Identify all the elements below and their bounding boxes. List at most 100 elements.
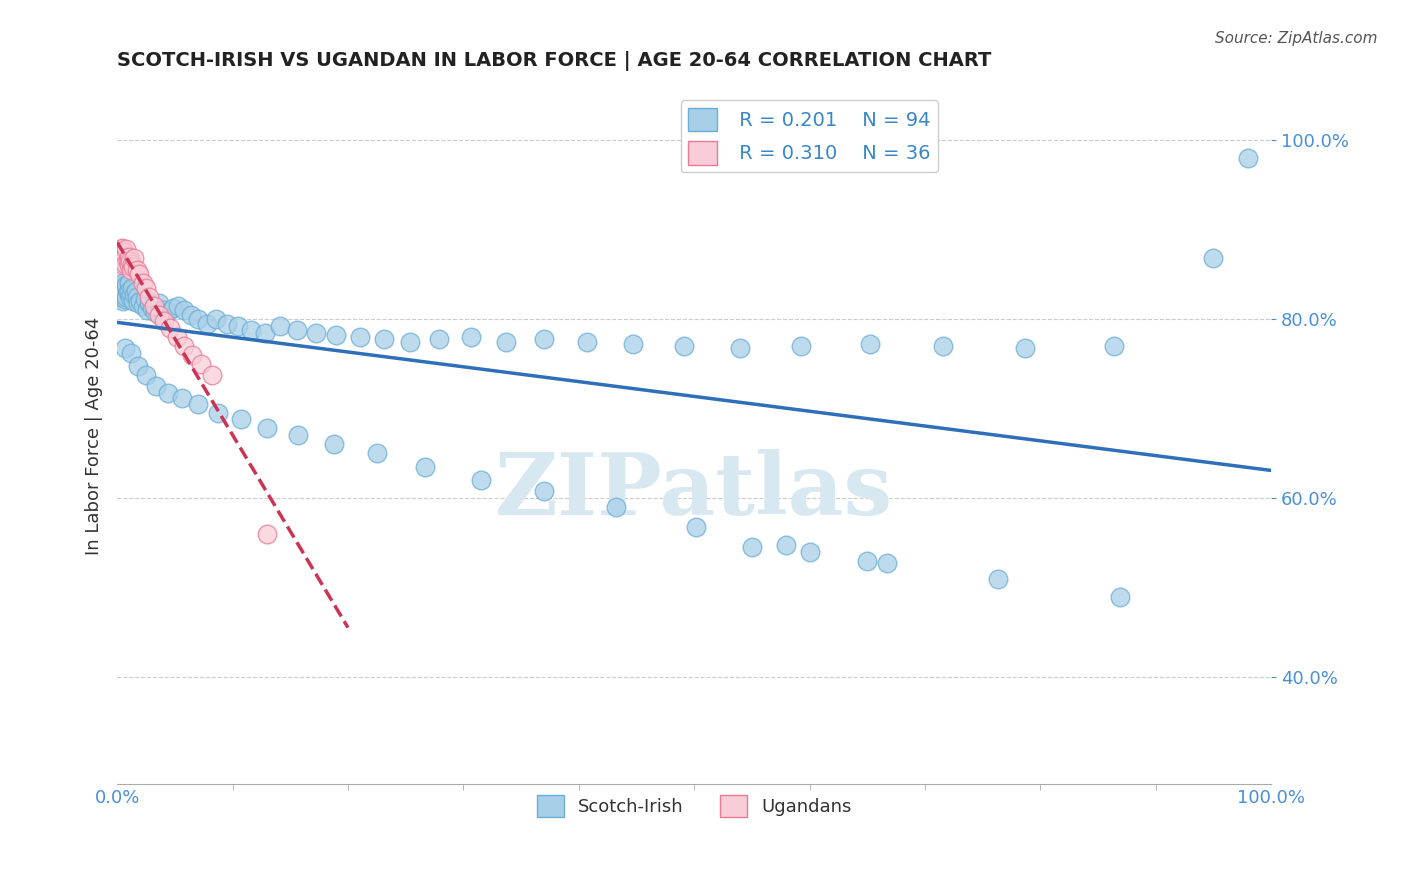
Point — [205, 312, 228, 326]
Point — [240, 323, 263, 337]
Y-axis label: In Labor Force | Age 20-64: In Labor Force | Age 20-64 — [86, 317, 103, 555]
Point — [148, 308, 170, 322]
Point — [323, 437, 346, 451]
Point — [135, 281, 157, 295]
Point — [799, 545, 821, 559]
Point — [112, 281, 135, 295]
Point — [187, 397, 209, 411]
Point — [111, 287, 134, 301]
Point — [124, 284, 146, 298]
Point — [134, 293, 156, 307]
Point — [1109, 590, 1132, 604]
Point — [111, 241, 134, 255]
Point — [131, 277, 153, 291]
Point — [131, 299, 153, 313]
Point — [115, 243, 138, 257]
Point — [111, 252, 134, 266]
Point — [110, 254, 132, 268]
Point — [108, 285, 131, 300]
Point — [111, 259, 134, 273]
Point — [110, 278, 132, 293]
Point — [122, 294, 145, 309]
Point — [228, 319, 250, 334]
Point — [114, 250, 136, 264]
Point — [305, 326, 328, 340]
Point — [112, 252, 135, 266]
Point — [195, 317, 218, 331]
Point — [575, 334, 598, 349]
Point — [143, 299, 166, 313]
Point — [741, 541, 763, 555]
Text: ZIPatlas: ZIPatlas — [495, 450, 893, 533]
Point — [1202, 252, 1225, 266]
Point — [118, 250, 141, 264]
Point — [141, 301, 163, 316]
Point — [166, 330, 188, 344]
Point — [122, 260, 145, 275]
Point — [173, 303, 195, 318]
Point — [148, 296, 170, 310]
Point — [605, 500, 627, 514]
Point — [187, 312, 209, 326]
Point — [143, 305, 166, 319]
Point — [399, 334, 422, 349]
Point — [118, 277, 141, 291]
Point — [181, 348, 204, 362]
Point — [110, 290, 132, 304]
Point — [111, 294, 134, 309]
Text: SCOTCH-IRISH VS UGANDAN IN LABOR FORCE | AGE 20-64 CORRELATION CHART: SCOTCH-IRISH VS UGANDAN IN LABOR FORCE |… — [117, 51, 991, 70]
Point — [124, 252, 146, 266]
Point — [117, 285, 139, 300]
Point — [114, 293, 136, 307]
Point — [533, 332, 555, 346]
Point — [118, 254, 141, 268]
Point — [173, 339, 195, 353]
Point — [858, 337, 880, 351]
Point — [129, 294, 152, 309]
Legend: Scotch-Irish, Ugandans: Scotch-Irish, Ugandans — [529, 788, 859, 824]
Point — [125, 290, 148, 304]
Point — [138, 290, 160, 304]
Point — [285, 323, 308, 337]
Point — [112, 287, 135, 301]
Point — [121, 281, 143, 295]
Point — [145, 379, 167, 393]
Point — [215, 317, 238, 331]
Point — [253, 326, 276, 340]
Point — [427, 332, 450, 346]
Point — [1237, 151, 1260, 165]
Point — [121, 257, 143, 271]
Point — [107, 281, 129, 295]
Point — [114, 285, 136, 300]
Point — [229, 412, 252, 426]
Point — [112, 245, 135, 260]
Point — [790, 339, 813, 353]
Point — [138, 296, 160, 310]
Point — [110, 243, 132, 257]
Point — [136, 303, 159, 318]
Point — [111, 284, 134, 298]
Point — [127, 296, 149, 310]
Point — [120, 263, 142, 277]
Point — [135, 368, 157, 382]
Point — [207, 406, 229, 420]
Point — [413, 459, 436, 474]
Point — [325, 328, 347, 343]
Point — [152, 303, 174, 318]
Point — [156, 305, 179, 319]
Point — [1102, 339, 1125, 353]
Point — [108, 250, 131, 264]
Point — [672, 339, 695, 353]
Point — [170, 391, 193, 405]
Point — [373, 332, 395, 346]
Point — [460, 330, 482, 344]
Point — [127, 359, 149, 373]
Point — [287, 428, 309, 442]
Point — [730, 341, 752, 355]
Point — [366, 446, 388, 460]
Point — [256, 527, 278, 541]
Point — [115, 278, 138, 293]
Point — [1014, 341, 1036, 355]
Point — [114, 341, 136, 355]
Point — [495, 334, 517, 349]
